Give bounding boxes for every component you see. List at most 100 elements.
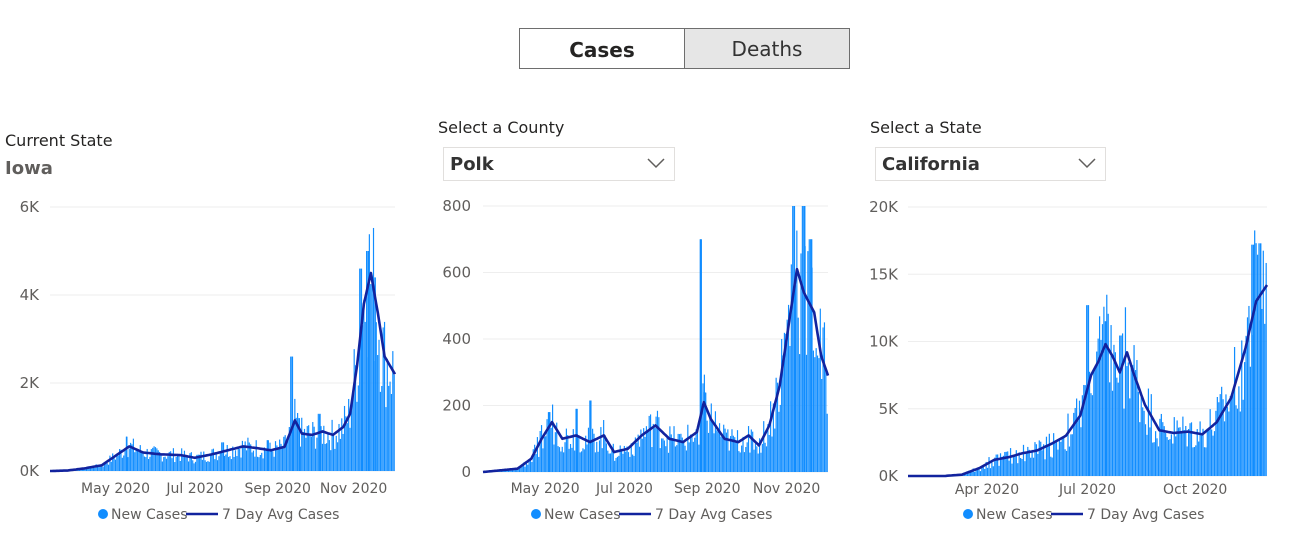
new-cases-bar [816,355,819,472]
new-cases-bar [334,448,336,471]
new-cases-bar [330,450,332,471]
new-cases-bar [136,449,139,471]
new-cases-bar [1037,453,1039,476]
new-cases-bar [1028,449,1030,476]
new-cases-bar [316,437,318,471]
new-cases-bar [225,454,227,471]
new-cases-bar [752,431,754,472]
new-cases-bar [312,422,314,471]
new-cases-bar [364,321,366,471]
new-cases-bar [1134,370,1137,476]
new-cases-bar [301,417,303,471]
new-cases-bar [390,393,393,471]
new-cases-bar [775,377,777,472]
new-cases-bar [348,398,350,471]
new-cases-bar [165,458,168,471]
new-cases-bar [303,428,306,471]
new-cases-bar [1012,454,1015,476]
new-cases-bar [534,444,536,472]
new-cases-bar [523,462,525,472]
new-cases-bar [1084,385,1086,476]
new-cases-bar [1193,447,1195,476]
new-cases-bar [532,449,534,472]
new-cases-bar [1035,444,1038,476]
legend-new-cases-label: New Cases [111,507,188,523]
new-cases-bar [192,460,194,471]
new-cases-bar [1005,451,1007,476]
legend-new-cases-marker [98,509,108,519]
new-cases-bar [1172,443,1174,476]
new-cases-bar [1210,429,1213,476]
new-cases-bar [215,453,217,471]
new-cases-bar [725,432,728,472]
new-cases-bar [734,437,736,472]
new-cases-bar [223,455,226,471]
new-cases-bar [388,385,390,471]
new-cases-bar [1071,434,1073,476]
new-cases-bar [626,446,628,472]
new-cases-bar [392,351,394,471]
new-cases-bar [294,398,296,471]
new-cases-bar [1192,447,1194,476]
new-cases-bar [361,325,364,471]
new-cases-bar [1170,434,1173,476]
new-cases-bar [822,327,824,472]
new-cases-bar [1011,463,1013,476]
new-cases-bar [623,445,625,472]
new-cases-bar [702,383,704,472]
new-cases-bar [1067,413,1069,476]
state-dropdown[interactable]: California [875,147,1106,181]
new-cases-bar [1117,382,1119,476]
new-cases-bar [207,461,209,471]
new-cases-bar [132,438,134,471]
current-state-heading: Current State [5,131,113,150]
new-cases-bar [353,349,355,471]
new-cases-bar [190,452,192,471]
new-cases-bar [695,429,697,472]
new-cases-bar [1229,396,1231,476]
new-cases-bar [167,456,169,471]
new-cases-bar [694,437,696,472]
new-cases-bar [712,422,714,472]
new-cases-bar [638,446,641,472]
new-cases-bar [1202,428,1204,476]
county-dropdown[interactable]: Polk [443,147,675,181]
new-cases-bar [803,206,805,472]
new-cases-bar [1091,395,1094,476]
new-cases-bar [1251,244,1253,476]
new-cases-bar [91,466,93,471]
new-cases-bar [749,452,751,472]
new-cases-bar [218,456,220,471]
new-cases-bar [1116,377,1118,476]
new-cases-bar [730,436,732,472]
new-cases-bar [309,434,311,471]
new-cases-bar [616,456,619,472]
tab-deaths[interactable]: Deaths [684,28,850,69]
new-cases-bar [251,452,253,471]
new-cases-bar [1206,428,1208,476]
legend-avg-label: 7 Day Avg Cases [222,507,339,523]
new-cases-bar [1055,440,1058,476]
new-cases-bar [618,455,620,472]
tab-cases[interactable]: Cases [519,28,685,69]
new-cases-bar [366,251,368,471]
new-cases-bar [1248,305,1250,476]
new-cases-bar [274,441,277,471]
new-cases-bar [528,461,530,472]
new-cases-bar [974,471,976,476]
new-cases-bar [667,452,670,472]
new-cases-bar [88,467,90,471]
new-cases-bar [297,412,299,471]
metric-tab-group: Cases Deaths [519,28,850,69]
new-cases-bar [350,410,353,471]
new-cases-bar [172,448,174,471]
new-cases-bar [747,426,750,472]
new-cases-bar [1021,459,1023,476]
new-cases-bar [161,461,163,471]
new-cases-bar [518,466,521,472]
new-cases-bar [1219,394,1221,476]
new-cases-bar [600,427,602,472]
new-cases-bar [672,438,674,472]
new-cases-bar [179,460,181,471]
